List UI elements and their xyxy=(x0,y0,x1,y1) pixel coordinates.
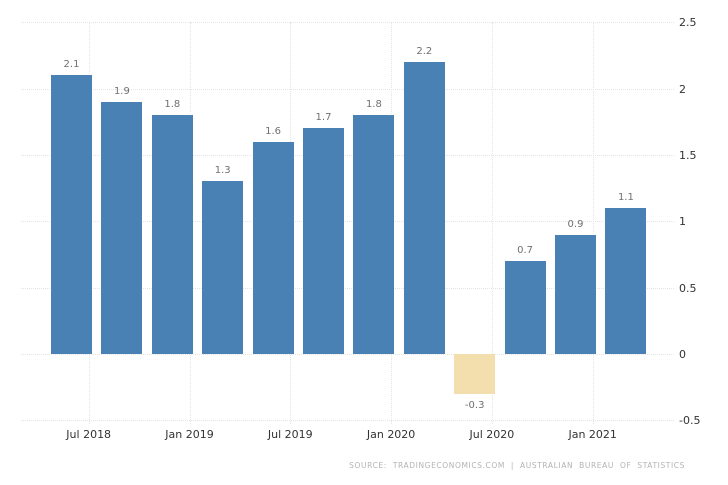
bar-value-label: 1.9 xyxy=(113,85,130,97)
bar-value-label: 0.7 xyxy=(517,245,534,257)
bar[interactable] xyxy=(202,181,244,354)
y-gridline xyxy=(21,154,674,156)
bar[interactable] xyxy=(252,141,294,354)
bar-value-label: 2.2 xyxy=(416,46,433,58)
bar[interactable] xyxy=(303,128,344,354)
bar[interactable] xyxy=(605,208,647,354)
bar-value-label: 1.1 xyxy=(617,192,634,204)
bar-value-label: 1.8 xyxy=(164,99,181,111)
bar[interactable] xyxy=(454,354,496,394)
x-axis-label: Jul 2019 xyxy=(267,428,313,441)
y-axis-label: 2 xyxy=(679,82,686,96)
y-axis-label: 0.5 xyxy=(679,281,697,295)
y-gridline xyxy=(21,354,674,355)
y-axis-label: 2.5 xyxy=(679,16,697,30)
x-axis-label: Jan 2021 xyxy=(568,428,617,441)
x-axis-label: Jan 2019 xyxy=(165,428,214,441)
y-axis-label: -0.5 xyxy=(679,414,701,428)
bar[interactable] xyxy=(151,115,193,354)
bar-value-label: -0.3 xyxy=(464,399,485,411)
bar-value-label: 1.8 xyxy=(365,99,382,111)
y-axis-label: 0 xyxy=(679,348,686,361)
y-axis-label: 1 xyxy=(679,215,686,229)
y-gridline xyxy=(21,221,674,223)
bar-value-label: 0.9 xyxy=(567,218,584,230)
y-axis-label: 1.5 xyxy=(679,148,697,162)
x-axis-label: Jul 2020 xyxy=(469,428,515,441)
bar[interactable] xyxy=(555,234,596,354)
bar-value-label: 2.1 xyxy=(63,59,80,71)
x-gridline xyxy=(491,22,493,424)
x-axis-label: Jul 2018 xyxy=(66,428,112,441)
y-gridline xyxy=(21,287,674,289)
y-gridline xyxy=(21,420,674,422)
bar-value-label: 1.3 xyxy=(214,165,231,177)
bar-value-label: 1.7 xyxy=(315,112,332,124)
x-axis-label: Jan 2020 xyxy=(366,428,416,441)
x-gridline xyxy=(592,22,594,424)
bar[interactable] xyxy=(51,75,92,354)
source-credit: SOURCE: TRADINGECONOMICS.COM | AUSTRALIA… xyxy=(349,461,685,470)
bar[interactable] xyxy=(101,101,143,354)
bar[interactable] xyxy=(403,62,445,354)
y-gridline xyxy=(21,22,674,24)
y-gridline xyxy=(21,88,674,90)
bar[interactable] xyxy=(504,261,546,354)
bar[interactable] xyxy=(353,115,395,354)
bar-value-label: 1.6 xyxy=(265,125,282,137)
